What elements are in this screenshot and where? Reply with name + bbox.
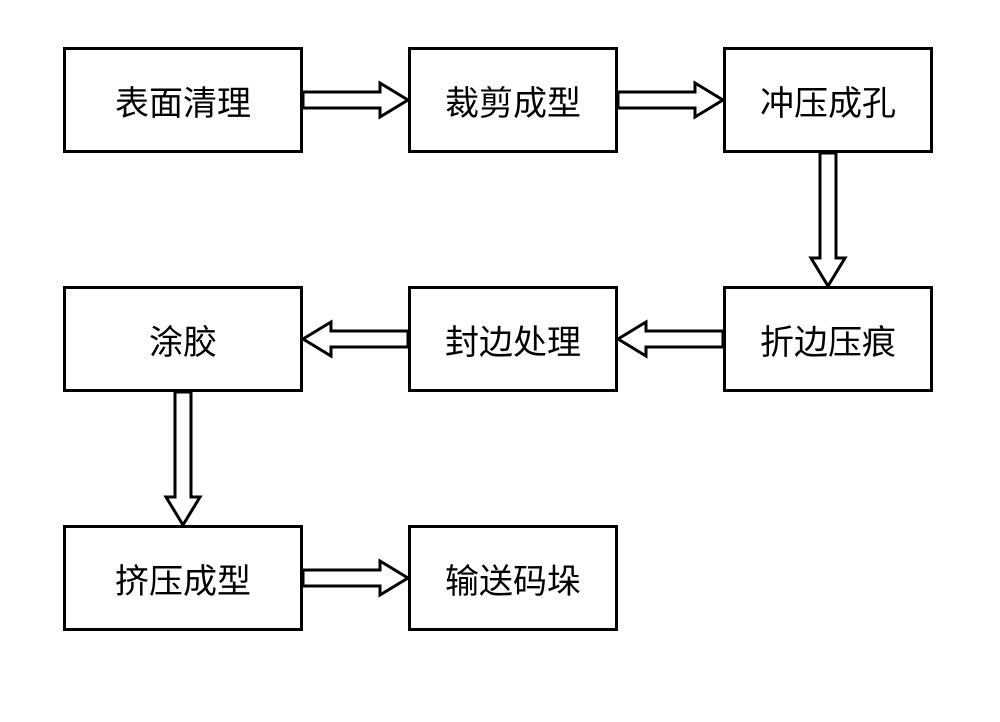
- flowchart-node: 裁剪成型: [408, 47, 618, 153]
- flowchart-node-label: 输送码垛: [445, 554, 581, 603]
- flowchart-node: 封边处理: [408, 286, 618, 392]
- flowchart-node-label: 封边处理: [445, 315, 581, 364]
- flowchart-arrow: [303, 80, 408, 120]
- flowchart-node-label: 涂胶: [149, 315, 217, 364]
- flowchart-arrow: [163, 392, 203, 525]
- flowchart-node: 折边压痕: [723, 286, 933, 392]
- flowchart-arrow: [618, 319, 723, 359]
- flowchart-arrow: [303, 319, 408, 359]
- flowchart-node: 涂胶: [63, 286, 303, 392]
- flowchart-node: 挤压成型: [63, 525, 303, 631]
- flowchart-node-label: 表面清理: [115, 76, 251, 125]
- flowchart-node: 表面清理: [63, 47, 303, 153]
- flowchart-arrow: [618, 80, 723, 120]
- flowchart-node-label: 折边压痕: [760, 315, 896, 364]
- flowchart-node: 输送码垛: [408, 525, 618, 631]
- flowchart-node-label: 冲压成孔: [760, 76, 896, 125]
- flowchart-node-label: 裁剪成型: [445, 76, 581, 125]
- flowchart-canvas: 表面清理 裁剪成型 冲压成孔折边压痕 封边处理 涂胶挤压成型 输送码垛: [0, 0, 1000, 722]
- flowchart-arrow: [808, 153, 848, 286]
- flowchart-node-label: 挤压成型: [115, 554, 251, 603]
- flowchart-arrow: [303, 558, 408, 598]
- flowchart-node: 冲压成孔: [723, 47, 933, 153]
